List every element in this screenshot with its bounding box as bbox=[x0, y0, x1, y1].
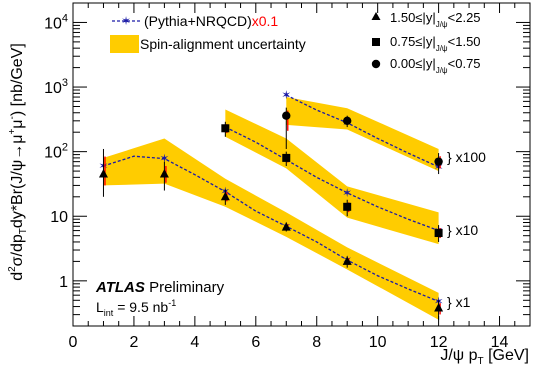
luminosity-label: Lint = 9.5 nb-1 bbox=[96, 298, 176, 318]
model-curve-2 bbox=[285, 94, 439, 168]
data-point-triangle bbox=[434, 302, 444, 312]
x-tick-label: 12 bbox=[430, 334, 448, 351]
x-tick-label: 6 bbox=[251, 334, 260, 351]
atlas-label: ATLAS Preliminary bbox=[95, 279, 225, 296]
legend-triangle-icon bbox=[371, 12, 381, 20]
legend-band-swatch bbox=[110, 35, 139, 53]
uncertainty-band-2 bbox=[286, 97, 439, 172]
uncertainty-band-0 bbox=[103, 138, 439, 320]
y-tick-label: 103 bbox=[44, 77, 68, 97]
data-point-triangle bbox=[220, 191, 230, 201]
legend-model-label: (Pythia+NRQCD)x0.1 bbox=[144, 13, 278, 29]
x-tick-label: 14 bbox=[491, 334, 509, 351]
scale-label-x10: } x10 bbox=[447, 222, 478, 238]
data-point-triangle bbox=[159, 169, 169, 178]
scale-label-x1: } x1 bbox=[447, 294, 471, 310]
x-tick-label: 8 bbox=[312, 334, 321, 351]
y-tick-label: 10 bbox=[50, 209, 68, 226]
data-point-circle bbox=[282, 111, 291, 120]
model-star-marker: ✶ bbox=[342, 186, 352, 200]
legend-square-icon bbox=[372, 38, 380, 46]
model-star-marker: ✶ bbox=[159, 152, 169, 166]
data-point-triangle bbox=[281, 222, 291, 231]
data-point-circle bbox=[343, 116, 352, 126]
uncertainty-band-1 bbox=[225, 109, 439, 245]
legend-model-star-icon: ✶ bbox=[121, 14, 131, 28]
data-point-square bbox=[282, 153, 291, 162]
model-star-marker: ✶ bbox=[281, 88, 291, 102]
x-tick-label: 10 bbox=[369, 334, 387, 351]
x-tick-label: 4 bbox=[190, 334, 199, 351]
model-curve-0 bbox=[103, 155, 439, 303]
data-point-square bbox=[343, 202, 352, 211]
legend-left: ✶ (Pythia+NRQCD)x0.1 Spin-alignment unce… bbox=[110, 13, 306, 53]
x-axis-label: J/ψ pT [GeV] bbox=[440, 347, 529, 367]
legend-band-label: Spin-alignment uncertainty bbox=[140, 36, 306, 52]
legend-entry-mid: 0.75≤|y|J/ψ<1.50 bbox=[390, 34, 481, 53]
scale-label-x100: } x100 bbox=[447, 149, 486, 165]
y-axis-label: d2σ/dpTdy*Br(J/ψ→μ+μ-) [nb/GeV] bbox=[7, 43, 29, 281]
y-tick-label: 104 bbox=[44, 12, 68, 32]
legend-circle-icon bbox=[371, 59, 381, 69]
axes: 0 2 4 6 8 10 12 14 1 10 102 103 104 bbox=[44, 2, 531, 351]
data-point-circle bbox=[434, 157, 443, 166]
legend-right: 1.50≤|y|J/ψ<2.25 0.75≤|y|J/ψ<1.50 0.00≤|… bbox=[371, 10, 481, 75]
legend-entry-central: 0.00≤|y|J/ψ<0.75 bbox=[390, 56, 481, 75]
data-point-triangle bbox=[342, 256, 352, 265]
data-points bbox=[98, 107, 444, 320]
data-point-square bbox=[434, 229, 443, 238]
data-point-square bbox=[221, 124, 230, 133]
x-tick-label: 0 bbox=[69, 334, 78, 351]
data-point-triangle bbox=[98, 169, 108, 178]
model-curve-1 bbox=[225, 126, 439, 232]
x-tick-label: 2 bbox=[129, 334, 138, 351]
y-tick-label: 1 bbox=[59, 274, 68, 291]
y-tick-label: 102 bbox=[44, 142, 68, 162]
legend-entry-forward: 1.50≤|y|J/ψ<2.25 bbox=[390, 10, 481, 29]
